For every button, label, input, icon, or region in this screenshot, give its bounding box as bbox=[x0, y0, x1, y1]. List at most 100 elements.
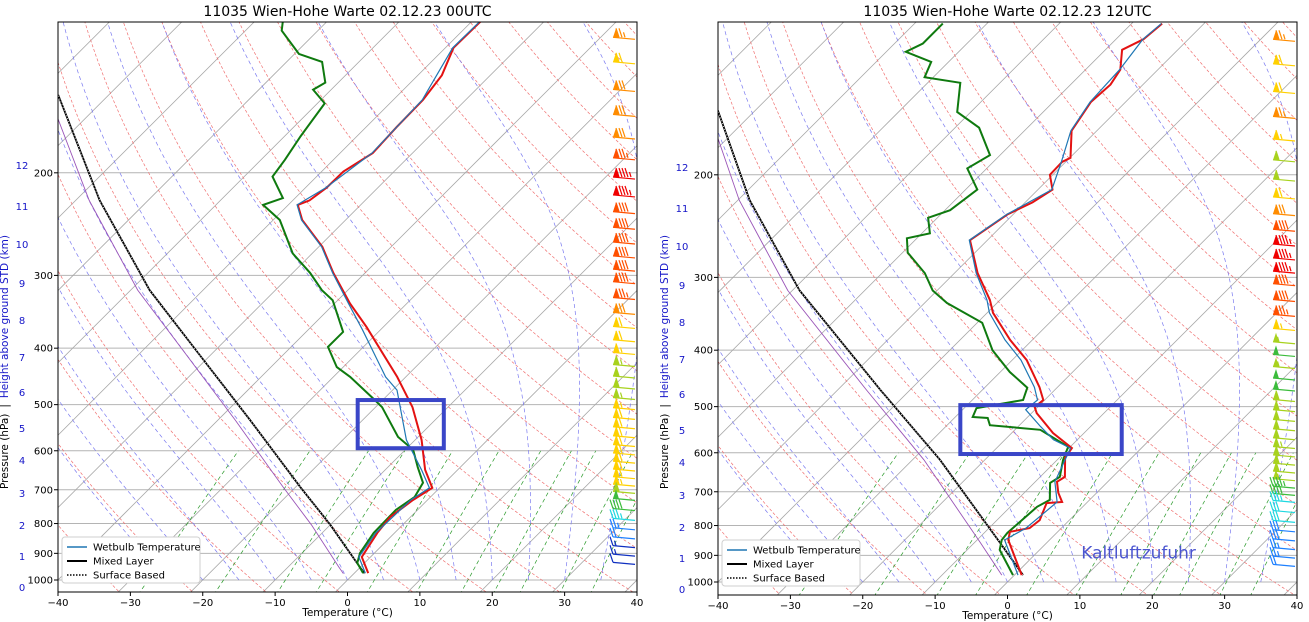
wind-barb bbox=[612, 489, 636, 501]
pressure-tick-label: 700 bbox=[694, 487, 713, 498]
axes-frame bbox=[57, 21, 638, 593]
height-tick-label: 1 bbox=[679, 554, 685, 565]
wind-barb bbox=[1272, 290, 1296, 303]
wind-barb bbox=[1272, 390, 1296, 403]
x-tick-label: −40 bbox=[707, 601, 728, 612]
wetbulb-line bbox=[296, 22, 481, 574]
wind-barb bbox=[612, 355, 636, 368]
wind-barb bbox=[612, 317, 636, 330]
wind-barb bbox=[612, 127, 636, 140]
moist-adiabat-line bbox=[107, 22, 421, 581]
dry-adiabat-line bbox=[58, 61, 487, 592]
dry-adiabat-line bbox=[354, 22, 637, 329]
pressure-tick-label: 200 bbox=[34, 168, 53, 179]
dry-adiabat-line bbox=[1300, 0, 1309, 597]
dry-adiabat-line bbox=[753, 0, 1309, 595]
wind-barb bbox=[1272, 30, 1296, 42]
mixing-ratio-line bbox=[366, 450, 453, 592]
legend-mixed-layer-label: Mixed Layer bbox=[753, 560, 814, 571]
x-tick-label: 20 bbox=[486, 598, 499, 609]
wind-barb bbox=[609, 509, 636, 521]
y-axis-label-pressure: Pressure (hPa) bbox=[659, 414, 671, 489]
dry-adiabat-line bbox=[743, 22, 1222, 595]
isotherm-line bbox=[849, 147, 1297, 595]
x-axis-label: Temperature (°C) bbox=[301, 607, 393, 619]
pressure-tick-label: 700 bbox=[34, 485, 53, 496]
moist-adiabat-line bbox=[58, 345, 240, 581]
wind-barb bbox=[1272, 82, 1296, 95]
pressure-tick-label: 1000 bbox=[28, 576, 53, 587]
dry-adiabat-line bbox=[640, 0, 1309, 595]
x-tick-label: 10 bbox=[414, 598, 427, 609]
wind-barb bbox=[1272, 368, 1296, 381]
wind-barb bbox=[612, 52, 636, 65]
mixing-ratio-line bbox=[1250, 500, 1297, 595]
wind-barb bbox=[1269, 501, 1296, 514]
wind-barb bbox=[1272, 129, 1296, 142]
y-axis-label: Pressure (hPa) | Height above ground STD (… bbox=[0, 235, 11, 489]
height-tick-label: 7 bbox=[19, 353, 25, 364]
height-tick-label: 3 bbox=[19, 489, 25, 500]
x-tick-label: −30 bbox=[780, 601, 801, 612]
moist-adiabat-line bbox=[229, 22, 493, 581]
isotherm-line bbox=[921, 219, 1297, 595]
dry-adiabat-line bbox=[58, 270, 340, 592]
x-tick-label: 20 bbox=[1146, 601, 1159, 612]
height-tick-label: 0 bbox=[19, 583, 25, 594]
isotherm-line bbox=[1138, 436, 1297, 595]
moist-adiabat-line bbox=[718, 449, 827, 583]
wind-barb bbox=[612, 105, 636, 117]
height-tick-label: 5 bbox=[679, 426, 685, 437]
dry-adiabat-line bbox=[200, 22, 637, 504]
surface-based-parcel-line bbox=[718, 110, 1024, 576]
isotherm-line bbox=[117, 72, 637, 592]
legend: Wetbulb Temperature Mixed Layer Surface Ba… bbox=[61, 536, 201, 584]
isotherm-line bbox=[0, 0, 577, 597]
moist-adiabat-line bbox=[317, 22, 531, 581]
height-tick-label: 9 bbox=[19, 279, 25, 290]
y-axis-label-pressure: Pressure (hPa) bbox=[0, 414, 11, 489]
isotherm-line bbox=[718, 22, 990, 294]
wind-barb bbox=[1269, 546, 1296, 559]
height-tick-label: 4 bbox=[19, 456, 25, 467]
height-tick-label: 8 bbox=[19, 316, 25, 327]
dry-adiabat-line bbox=[782, 22, 1296, 595]
dry-adiabat-line bbox=[936, 22, 1297, 417]
isotherm-line bbox=[58, 22, 617, 581]
isotherm-line bbox=[334, 289, 637, 592]
height-tick-label: 6 bbox=[19, 388, 25, 399]
height-tick-label: 12 bbox=[676, 163, 689, 174]
mixed-layer-parcel-line bbox=[718, 109, 1024, 576]
wind-barb bbox=[612, 398, 636, 411]
x-tick-label: 0 bbox=[1004, 601, 1010, 612]
height-tick-label: 11 bbox=[16, 202, 29, 213]
moist-adiabat-line bbox=[58, 216, 312, 581]
wind-barb bbox=[612, 288, 636, 301]
height-tick-label: 9 bbox=[679, 281, 685, 292]
wind-barb bbox=[612, 408, 636, 420]
wind-barb bbox=[612, 167, 636, 180]
pressure-tick-label: 1000 bbox=[688, 578, 713, 589]
wind-barb bbox=[1269, 511, 1296, 523]
height-tick-label: 5 bbox=[19, 424, 25, 435]
isotherm-line bbox=[718, 22, 917, 221]
dry-adiabat-line bbox=[469, 22, 637, 202]
legend-box bbox=[61, 536, 201, 584]
moist-adiabat-line bbox=[976, 22, 1191, 583]
wind-barb bbox=[612, 185, 636, 198]
isotherm-line bbox=[407, 362, 637, 592]
isotherm-line bbox=[776, 74, 1297, 595]
mixing-ratio-line bbox=[1120, 452, 1202, 595]
mixing-ratio-line bbox=[277, 450, 369, 592]
height-tick-label: 3 bbox=[679, 491, 685, 502]
isotherm-line bbox=[1066, 364, 1297, 595]
wind-barb bbox=[609, 499, 636, 512]
isotherm-line bbox=[58, 22, 400, 364]
x-tick-label: −20 bbox=[852, 601, 873, 612]
dry-adiabat-line bbox=[58, 442, 194, 592]
wind-barb bbox=[1272, 332, 1296, 345]
x-tick-label: −20 bbox=[192, 598, 213, 609]
wind-barb bbox=[1272, 274, 1296, 287]
moist-adiabat-line bbox=[433, 22, 580, 581]
